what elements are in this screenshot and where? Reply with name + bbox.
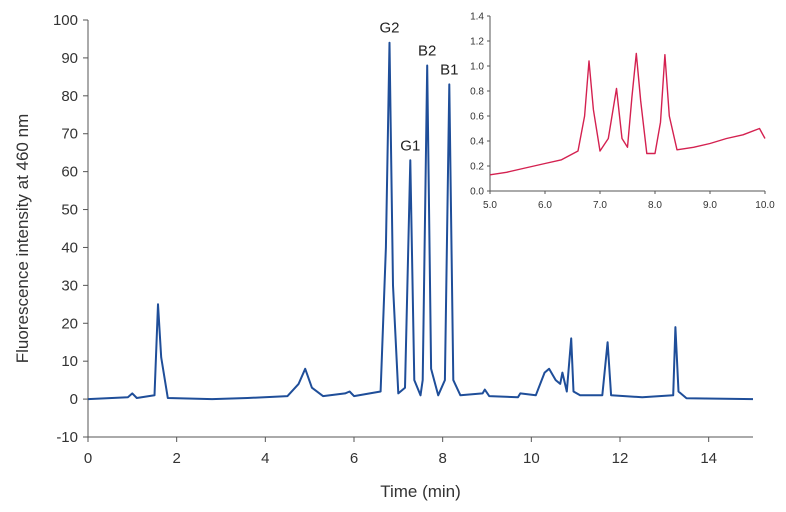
x-tick-label: 14 xyxy=(700,450,717,467)
inset-y-tick-label: 0.8 xyxy=(470,87,484,98)
inset-background xyxy=(490,16,765,191)
inset-y-tick-label: 1.4 xyxy=(470,12,484,23)
y-tick-label: 80 xyxy=(61,88,78,105)
inset-x-tick-label: 7.0 xyxy=(593,200,607,211)
peak-label-b1: B1 xyxy=(440,61,458,78)
y-tick-label: 10 xyxy=(61,353,78,370)
inset-y-tick-label: 0.0 xyxy=(470,187,484,198)
x-tick-label: 4 xyxy=(261,450,269,467)
y-tick-label: 100 xyxy=(53,12,78,29)
x-tick-label: 10 xyxy=(523,450,540,467)
y-tick-label: 60 xyxy=(61,164,78,181)
inset-chart: 0.0 0.2 0.4 0.6 0.8 1.0 1.2 1.4 5.0 6.0 7.0 8.0 9.0 1… xyxy=(470,12,775,212)
y-axis-title: Fluorescence intensity at 460 nm xyxy=(13,114,32,363)
y-tick-label: -10 xyxy=(56,429,78,446)
y-tick-label: 70 xyxy=(61,126,78,143)
y-tick-label: 40 xyxy=(61,239,78,256)
peak-label-g1: G1 xyxy=(400,137,420,154)
inset-y-tick-label: 1.0 xyxy=(470,62,484,73)
inset-y-tick-label: 0.2 xyxy=(470,162,484,173)
inset-series-line xyxy=(489,52,766,176)
x-tick-label: 8 xyxy=(438,450,446,467)
x-tick-label: 0 xyxy=(84,450,92,467)
x-tick-label: 2 xyxy=(172,450,180,467)
x-tick-label: 12 xyxy=(612,450,629,467)
inset-x-tick-label: 9.0 xyxy=(703,200,717,211)
inset-y-tick-label: 0.4 xyxy=(470,137,484,148)
chromatogram-series-line xyxy=(87,41,754,401)
inset-x-tick-label: 5.0 xyxy=(483,200,497,211)
inset-y-tick-label: 1.2 xyxy=(470,37,484,48)
y-tick-label: 30 xyxy=(61,277,78,294)
x-tick-label: 6 xyxy=(350,450,358,467)
y-tick-label: 50 xyxy=(61,202,78,219)
peak-label-g2: G2 xyxy=(379,20,399,37)
x-axis-title: Time (min) xyxy=(380,482,461,501)
y-tick-label: 90 xyxy=(61,50,78,67)
y-tick-label: 0 xyxy=(70,391,78,408)
inset-y-tick-label: 0.6 xyxy=(470,112,484,123)
inset-x-tick-label: 10.0 xyxy=(755,200,775,211)
inset-x-tick-label: 6.0 xyxy=(538,200,552,211)
inset-x-tick-label: 8.0 xyxy=(648,200,662,211)
y-tick-label: 20 xyxy=(61,315,78,332)
peak-label-b2: B2 xyxy=(418,42,436,59)
main-chart: -10 0 10 20 30 40 50 60 70 80 90 100 0 2 4 6 8 10 12 14 Time… xyxy=(13,12,754,501)
